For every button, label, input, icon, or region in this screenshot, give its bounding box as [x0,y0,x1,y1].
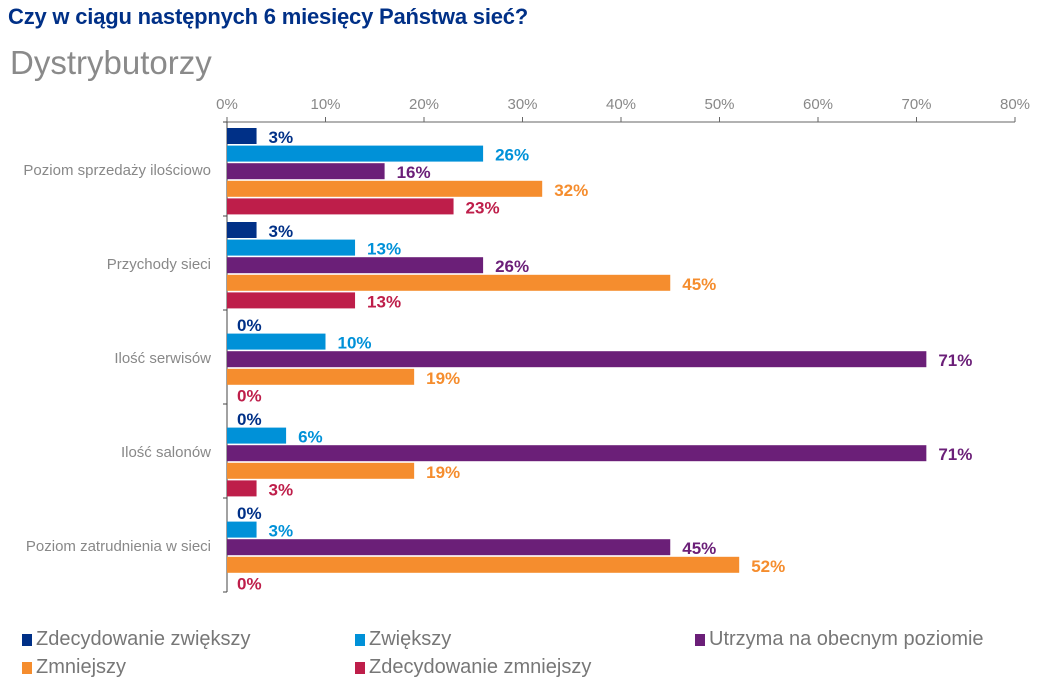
chart-title: Czy w ciągu następnych 6 miesięcy Państw… [8,4,529,29]
legend-swatch [22,661,32,674]
data-label: 26% [495,146,529,165]
data-label: 0% [237,574,262,593]
legend-item: Zdecydowanie zmniejszy [355,656,591,679]
bar [227,368,415,385]
legend-swatch [355,661,365,674]
bar [227,128,257,144]
data-label: 71% [938,445,972,464]
x-tick-label: 60% [803,96,833,113]
data-label: 3% [269,128,294,147]
bar [227,145,484,162]
bar [227,556,740,573]
bar [227,239,356,256]
category-label: Poziom sprzedaży ilościowo [23,162,211,179]
data-label: 10% [338,334,372,353]
category-label: Poziom zatrudnienia w sieci [26,538,211,555]
data-label: 13% [367,240,401,259]
x-tick-label: 80% [1000,96,1030,113]
bar [227,521,257,538]
data-label: 16% [397,163,431,182]
bar [227,292,356,309]
data-label: 19% [426,369,460,388]
bar [227,333,326,350]
x-tick-label: 40% [606,96,636,113]
bar [227,462,415,479]
data-label: 26% [495,257,529,276]
data-label: 0% [237,504,262,523]
data-label: 32% [554,181,588,200]
legend-item: Utrzyma na obecnym poziomie [695,628,984,651]
bar [227,222,257,238]
legend-label: Zwiększy [369,628,452,650]
category-label: Przychody sieci [107,256,211,273]
x-tick-label: 0% [216,96,238,113]
data-label: 19% [426,463,460,482]
legend-label: Zdecydowanie zmniejszy [369,656,592,678]
legend-swatch [22,633,32,646]
legend-swatch [695,633,705,646]
data-label: 71% [938,351,972,370]
legend-label: Utrzyma na obecnym poziomie [709,628,984,650]
data-label: 0% [237,386,262,405]
bar [227,427,287,444]
data-label: 13% [367,292,401,311]
data-label: 3% [269,480,294,499]
bar [227,445,927,462]
bar [227,180,543,197]
x-tick-label: 20% [409,96,439,113]
legend-label: Zdecydowanie zwiększy [36,628,251,650]
data-label: 0% [237,316,262,335]
bar [227,480,257,497]
data-label: 45% [682,275,716,294]
data-label: 52% [751,557,785,576]
x-tick-label: 50% [704,96,734,113]
data-label: 0% [237,410,262,429]
x-tick-label: 10% [310,96,340,113]
data-label: 3% [269,222,294,241]
bar [227,274,671,291]
bar [227,539,671,556]
legend-item: Zwiększy [355,628,451,651]
legend-item: Zdecydowanie zwiększy [22,628,251,651]
data-label: 3% [269,522,294,541]
bar [227,163,385,180]
legend-item: Zmniejszy [22,656,126,679]
data-label: 45% [682,539,716,558]
x-tick-label: 30% [507,96,537,113]
legend-swatch [355,633,365,646]
bar [227,351,927,368]
chart-subtitle: Dystrybutorzy [10,44,212,81]
category-label: Ilość serwisów [114,350,211,367]
bar [227,198,454,215]
category-label: Ilość salonów [121,444,211,461]
x-tick-label: 70% [901,96,931,113]
bar [227,257,484,274]
data-label: 23% [466,198,500,217]
data-label: 6% [298,428,323,447]
legend-label: Zmniejszy [36,656,127,678]
